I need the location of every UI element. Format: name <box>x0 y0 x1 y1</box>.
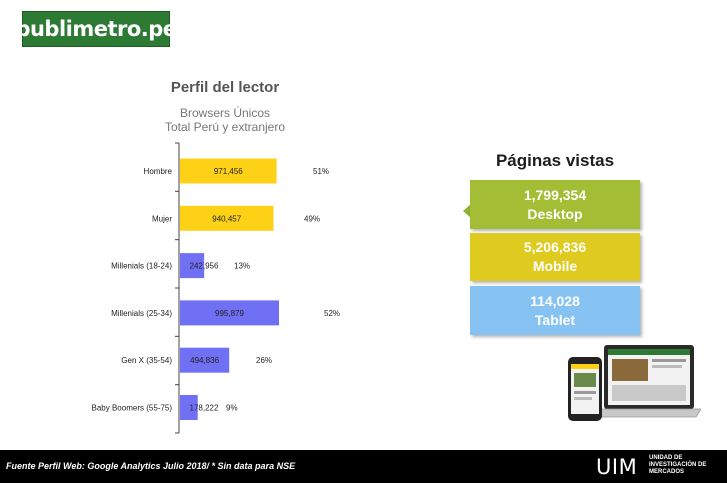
chart-category-label: Hombre <box>144 167 173 176</box>
phone-screen-text-icon <box>574 391 596 394</box>
desktop-views-box: 1,799,354 Desktop <box>470 180 640 229</box>
chart-title: Perfil del lector <box>170 79 280 96</box>
phone-screen-icon <box>571 364 599 414</box>
desktop-views-label: Desktop <box>527 205 583 222</box>
chart-percent-label: 49% <box>304 214 320 223</box>
chart-subtitle-line-1: Browsers Únicos <box>179 106 271 120</box>
chart-value-label: 242,956 <box>190 262 219 271</box>
chart-bar <box>180 300 279 326</box>
mobile-views-box: 5,206,836 Mobile <box>470 233 640 281</box>
chart-bar <box>180 158 277 184</box>
devices-illustration <box>568 345 701 421</box>
chart-category-label: Millenials (18-24) <box>111 262 172 271</box>
chart-percent-label: 9% <box>226 404 238 413</box>
laptop-screen-text-icon <box>652 365 682 368</box>
chart-percent-label: 52% <box>324 309 340 318</box>
page-views-title: Páginas vistas <box>495 151 615 170</box>
chart-percent-label: 51% <box>313 167 329 176</box>
desktop-callout-arrow <box>463 204 471 218</box>
uim-logo: UIM <box>596 455 638 479</box>
publimetro-logo: publimetro.pe <box>15 11 177 47</box>
laptop-screen-header-icon <box>608 349 690 355</box>
chart-value-label: 940,457 <box>212 214 241 223</box>
chart-value-label: 971,456 <box>214 167 243 176</box>
phone-screen-text-icon <box>574 397 592 400</box>
chart-value-label: 494,836 <box>190 356 219 365</box>
chart-category-label: Millenials (25-34) <box>111 309 172 318</box>
chart-value-label: 178,222 <box>190 404 219 413</box>
chart-bar <box>180 253 205 279</box>
phone-screen-header-icon <box>571 364 599 369</box>
desktop-views-value: 1,799,354 <box>523 186 587 203</box>
chart-value-label: 995,879 <box>215 309 244 318</box>
chart-bar <box>180 395 198 420</box>
tablet-views-value: 114,028 <box>530 292 580 309</box>
chart-subtitle-line-2: Total Perú y extranjero <box>164 120 286 134</box>
mobile-views-label: Mobile <box>532 258 578 274</box>
chart-percent-label: 13% <box>234 262 250 271</box>
phone-screen-photo-icon <box>574 373 596 387</box>
laptop-screen-photo-icon <box>612 359 648 381</box>
chart-percent-label: 26% <box>256 356 272 365</box>
chart-bar <box>180 205 274 231</box>
footer-source-note: Fuente Perfil Web: Google Analytics Juli… <box>6 461 296 471</box>
laptop-base-icon <box>593 408 701 418</box>
chart-bar <box>180 347 230 373</box>
tablet-views-label: Tablet <box>534 311 576 328</box>
laptop-screen-text-icon <box>652 359 686 362</box>
chart-category-label: Mujer <box>152 214 172 223</box>
chart-category-label: Baby Boomers (55-75) <box>92 404 173 413</box>
mobile-views-value: 5,206,836 <box>523 239 587 255</box>
uim-logo-subtitle: UNIDAD DE INVESTIGACIÓN DE MERCADOS <box>649 455 707 475</box>
chart-category-label: Gen X (35-54) <box>121 356 172 365</box>
laptop-screen-block-icon <box>612 385 686 401</box>
tablet-views-box: 114,028 Tablet <box>470 286 640 335</box>
footer-bar: Fuente Perfil Web: Google Analytics Juli… <box>0 450 727 483</box>
